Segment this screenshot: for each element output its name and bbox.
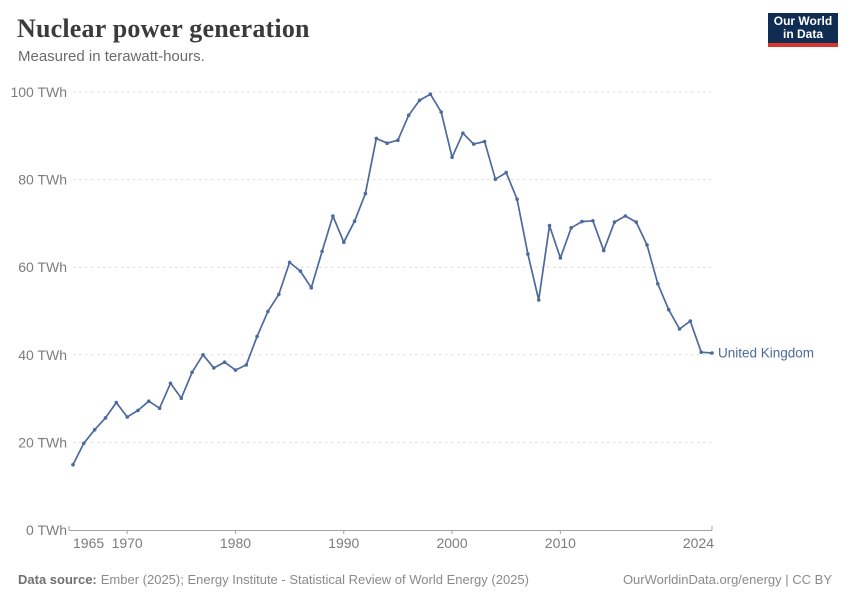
data-point xyxy=(493,177,498,181)
data-point xyxy=(320,249,324,254)
owid-logo: Our World in Data xyxy=(768,13,838,47)
data-point xyxy=(591,219,595,223)
data-point xyxy=(417,98,422,103)
data-point xyxy=(396,138,400,142)
data-point xyxy=(277,292,281,297)
data-point xyxy=(125,415,129,419)
data-point xyxy=(645,243,649,247)
data-point xyxy=(179,396,184,401)
data-point xyxy=(482,139,487,144)
y-axis-tick-label: 0 TWh xyxy=(26,522,67,538)
data-point xyxy=(92,427,97,432)
owid-logo-line2: in Data xyxy=(782,27,823,41)
x-axis-tick-label: 1965 xyxy=(73,535,104,551)
y-axis-tick-label: 100 TWh xyxy=(10,84,67,100)
x-axis-tick-label: 2024 xyxy=(683,535,714,551)
data-point xyxy=(147,399,151,404)
data-point xyxy=(342,240,346,244)
data-point xyxy=(233,368,238,372)
data-point xyxy=(547,223,552,228)
data-point xyxy=(103,416,108,420)
y-axis-tick-label: 20 TWh xyxy=(18,434,67,450)
data-point xyxy=(298,269,303,273)
data-line-united-kingdom xyxy=(72,93,713,466)
data-point xyxy=(504,170,509,175)
chart-title: Nuclear power generation xyxy=(17,14,310,43)
x-axis-tick-label: 2010 xyxy=(545,535,576,551)
data-point xyxy=(699,350,703,355)
y-axis-tick-label: 80 TWh xyxy=(18,172,67,188)
data-point xyxy=(212,366,216,370)
data-point xyxy=(710,351,714,355)
data-point xyxy=(536,298,541,302)
data-point xyxy=(309,286,314,290)
data-source-label: Data source: xyxy=(18,572,97,587)
data-point xyxy=(266,309,270,314)
license-note: OurWorldinData.org/energy | CC BY xyxy=(622,572,832,587)
data-point xyxy=(190,370,194,375)
data-point xyxy=(363,191,368,196)
data-point xyxy=(515,197,519,202)
data-point xyxy=(168,381,173,386)
y-axis-tick-label: 40 TWh xyxy=(18,347,67,363)
data-point xyxy=(331,214,335,218)
data-point xyxy=(601,248,606,253)
data-point xyxy=(688,319,693,323)
chart-footer: Data source: Ember (2025); Energy Institu… xyxy=(0,572,850,587)
data-source: Data source: Ember (2025); Energy Institu… xyxy=(18,572,529,587)
data-point xyxy=(157,406,162,411)
data-point xyxy=(580,219,584,224)
data-point xyxy=(569,226,573,230)
y-axis-tick-label: 60 TWh xyxy=(18,259,67,275)
owid-logo-line1: Our World xyxy=(773,14,833,28)
data-point xyxy=(428,92,433,96)
data-point xyxy=(352,219,357,223)
data-point xyxy=(526,252,530,256)
data-point xyxy=(439,110,444,114)
data-point xyxy=(677,327,682,331)
data-point xyxy=(461,131,465,135)
chart-subtitle: Measured in terawatt-hours. xyxy=(18,48,205,65)
data-point xyxy=(623,214,628,218)
data-source-text: Ember (2025); Energy Institute - Statist… xyxy=(100,572,529,587)
data-point xyxy=(666,307,671,312)
x-axis-tick-label: 1970 xyxy=(112,535,143,551)
data-point xyxy=(255,334,259,339)
data-point xyxy=(558,256,563,260)
series-end-label: United Kingdom xyxy=(718,346,814,361)
data-point xyxy=(471,142,476,146)
data-point xyxy=(244,363,249,367)
data-point xyxy=(385,141,389,145)
data-point xyxy=(634,220,638,224)
data-point xyxy=(612,220,617,224)
data-point xyxy=(201,353,205,357)
data-point xyxy=(222,360,227,365)
data-point xyxy=(136,408,140,413)
x-axis-tick-label: 2000 xyxy=(436,535,467,551)
data-point xyxy=(287,260,292,265)
x-axis-tick-label: 1980 xyxy=(220,535,251,551)
data-point xyxy=(71,462,75,467)
data-point xyxy=(656,282,660,286)
data-point xyxy=(114,400,119,405)
data-point xyxy=(406,113,411,117)
data-point xyxy=(374,136,379,141)
data-point xyxy=(82,441,86,446)
data-point xyxy=(450,155,454,160)
x-axis-tick-label: 1990 xyxy=(328,535,359,551)
